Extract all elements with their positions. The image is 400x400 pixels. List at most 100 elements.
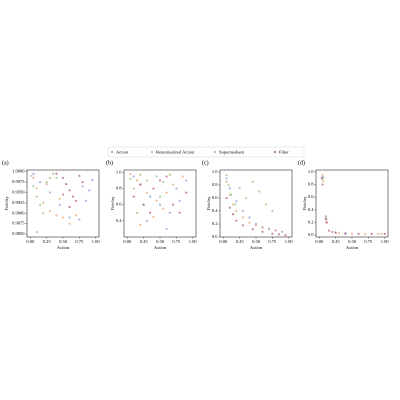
y-tick-label: 1.0 <box>116 169 122 174</box>
y-tick-label: 0.9850 <box>12 231 25 236</box>
legend-label: Action <box>116 149 129 154</box>
point <box>139 183 142 186</box>
point <box>241 209 245 213</box>
point <box>42 201 45 204</box>
point <box>42 212 45 215</box>
y-tick-label: 1.0 <box>308 169 314 174</box>
point <box>225 196 228 200</box>
point <box>277 233 281 236</box>
point <box>248 216 251 219</box>
point <box>238 187 241 190</box>
point <box>135 179 139 182</box>
point <box>52 172 55 175</box>
point <box>271 232 274 235</box>
point <box>370 232 373 235</box>
point <box>241 216 245 219</box>
point <box>228 187 231 190</box>
x-tick-label: 0.00 <box>219 239 228 244</box>
x-tick-label: 0.00 <box>315 239 324 244</box>
point <box>132 187 135 190</box>
point <box>168 173 171 176</box>
point <box>45 183 48 186</box>
point <box>264 203 267 206</box>
point <box>235 200 238 203</box>
x-tick-label: 0.50 <box>252 239 261 244</box>
point <box>324 218 327 221</box>
y-tick-label: 0.6 <box>116 202 122 207</box>
point <box>251 228 254 231</box>
point <box>168 211 171 214</box>
point <box>78 218 81 221</box>
point <box>55 172 58 175</box>
point <box>254 224 258 227</box>
point <box>132 195 135 198</box>
point <box>58 197 61 200</box>
point <box>258 190 261 193</box>
x-tick-label: 1.00 <box>381 239 390 244</box>
panel-label: (d) <box>298 159 305 166</box>
y-tick-label: 0.9900 <box>12 210 25 215</box>
y-axis-label: Fidelity <box>110 196 115 211</box>
point <box>74 214 78 217</box>
point <box>35 230 38 234</box>
point <box>71 195 74 198</box>
point <box>225 180 228 183</box>
point <box>233 203 237 206</box>
point <box>178 211 181 214</box>
point <box>145 179 149 182</box>
point <box>344 232 347 235</box>
point <box>61 216 65 219</box>
point <box>185 191 188 194</box>
x-tick-label: 0.25 <box>43 239 52 244</box>
point <box>241 224 245 227</box>
point <box>68 222 71 225</box>
point <box>135 211 139 214</box>
point <box>171 183 175 186</box>
legend-marker <box>151 151 153 153</box>
point <box>185 179 188 182</box>
x-tick-label: 1.00 <box>285 239 294 244</box>
point <box>225 177 228 180</box>
y-tick-label: 0.4 <box>308 207 314 212</box>
point <box>145 219 149 222</box>
point <box>58 203 61 207</box>
point <box>74 199 78 202</box>
point <box>324 215 327 218</box>
point <box>158 203 162 206</box>
point <box>281 230 284 233</box>
point <box>152 215 155 218</box>
x-tick-label: 0.00 <box>26 239 35 244</box>
y-tick-label: 1.0000 <box>12 169 25 174</box>
point <box>68 189 71 192</box>
x-tick-label: 1.00 <box>92 239 101 244</box>
point <box>48 210 52 213</box>
point <box>245 196 248 200</box>
point <box>81 185 84 188</box>
point <box>322 180 325 183</box>
y-axis-label: Fidelity <box>4 196 9 211</box>
x-tick-label: 0.25 <box>236 239 245 244</box>
point <box>88 189 91 192</box>
point <box>165 191 168 194</box>
point <box>139 173 142 176</box>
x-tick-label: 0.50 <box>156 239 165 244</box>
legend-marker <box>274 151 276 153</box>
legend-label: Renormalized Action <box>156 149 195 154</box>
y-tick-label: 0.6 <box>212 195 218 200</box>
point <box>235 219 238 222</box>
point <box>274 229 277 232</box>
point <box>78 174 81 177</box>
x-axis-label: Action <box>154 245 167 250</box>
point <box>139 223 142 226</box>
point <box>325 221 328 224</box>
point <box>48 191 52 194</box>
y-axis-label: Fidelity <box>302 196 307 211</box>
y-tick-label: 0.6 <box>308 194 314 199</box>
point <box>225 174 228 177</box>
point <box>38 180 42 184</box>
point <box>227 183 230 187</box>
point <box>165 175 168 178</box>
point <box>132 175 135 178</box>
point <box>68 205 71 209</box>
